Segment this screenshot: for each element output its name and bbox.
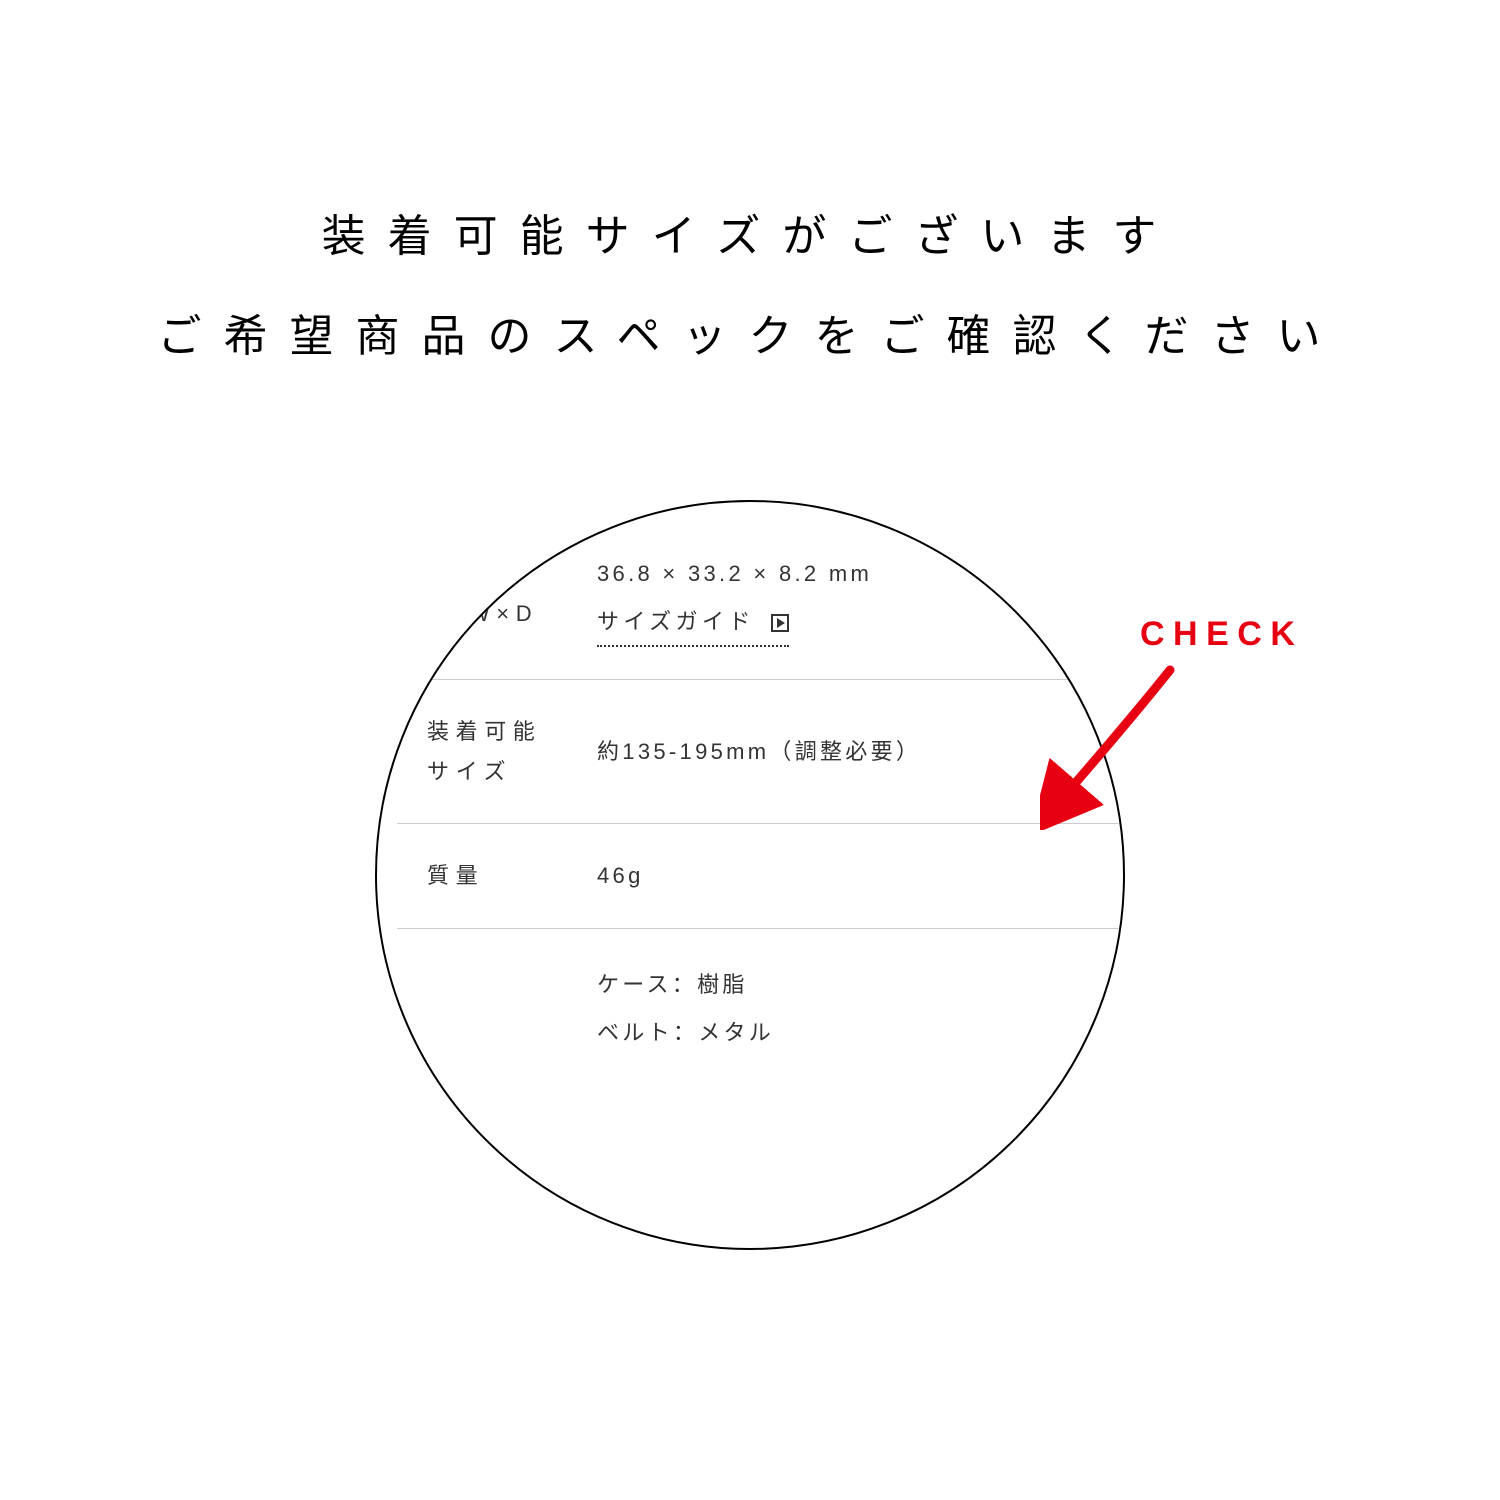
- play-icon: [771, 614, 789, 632]
- check-label: CHECK: [1140, 615, 1303, 654]
- size-label-line1: サイズ: [427, 554, 597, 594]
- attachable-label-line2: サイズ: [427, 752, 597, 792]
- spec-label-size: サイズ H×W×D: [397, 554, 597, 647]
- heading-line-1: 装着可能サイズがございます: [322, 200, 1179, 264]
- material-case: ケース：樹脂: [597, 961, 1125, 1009]
- magnifier-circle: サイズ H×W×D 36.8 × 33.2 × 8.2 mm サイズガイド 装着…: [375, 500, 1125, 1250]
- material-belt: ベルト：メタル: [597, 1009, 1125, 1057]
- mass-value: 46g: [597, 863, 644, 888]
- heading-line-2: ご希望商品のスペックをご確認ください: [158, 300, 1343, 364]
- spec-row-material: ケース：樹脂 ベルト：メタル: [397, 929, 1125, 1090]
- spec-value-mass: 46g: [597, 856, 1125, 896]
- spec-label-mass: 質量: [397, 856, 597, 896]
- spec-table: サイズ H×W×D 36.8 × 33.2 × 8.2 mm サイズガイド 装着…: [397, 522, 1125, 1090]
- spec-value-size: 36.8 × 33.2 × 8.2 mm サイズガイド: [597, 554, 1125, 647]
- size-guide-link[interactable]: サイズガイド: [597, 602, 789, 648]
- mass-label: 質量: [427, 863, 484, 888]
- spec-label-attachable: 装着可能 サイズ: [397, 712, 597, 791]
- attachable-value: 約135-195mm（調整必要）: [597, 732, 921, 772]
- spec-label-material: [397, 961, 597, 1058]
- spec-value-attachable: 約135-195mm（調整必要）: [597, 712, 1125, 791]
- spec-row-attachable: 装着可能 サイズ 約135-195mm（調整必要）: [397, 680, 1125, 824]
- spec-row-mass: 質量 46g: [397, 824, 1125, 929]
- spec-value-material: ケース：樹脂 ベルト：メタル: [597, 961, 1125, 1058]
- check-callout: CHECK: [1140, 615, 1303, 654]
- size-dimensions: 36.8 × 33.2 × 8.2 mm: [597, 554, 1125, 594]
- size-label-line2: H×W×D: [427, 594, 597, 634]
- spec-row-size: サイズ H×W×D 36.8 × 33.2 × 8.2 mm サイズガイド: [397, 522, 1125, 680]
- attachable-label-line1: 装着可能: [427, 712, 597, 752]
- size-guide-text: サイズガイド: [597, 609, 755, 634]
